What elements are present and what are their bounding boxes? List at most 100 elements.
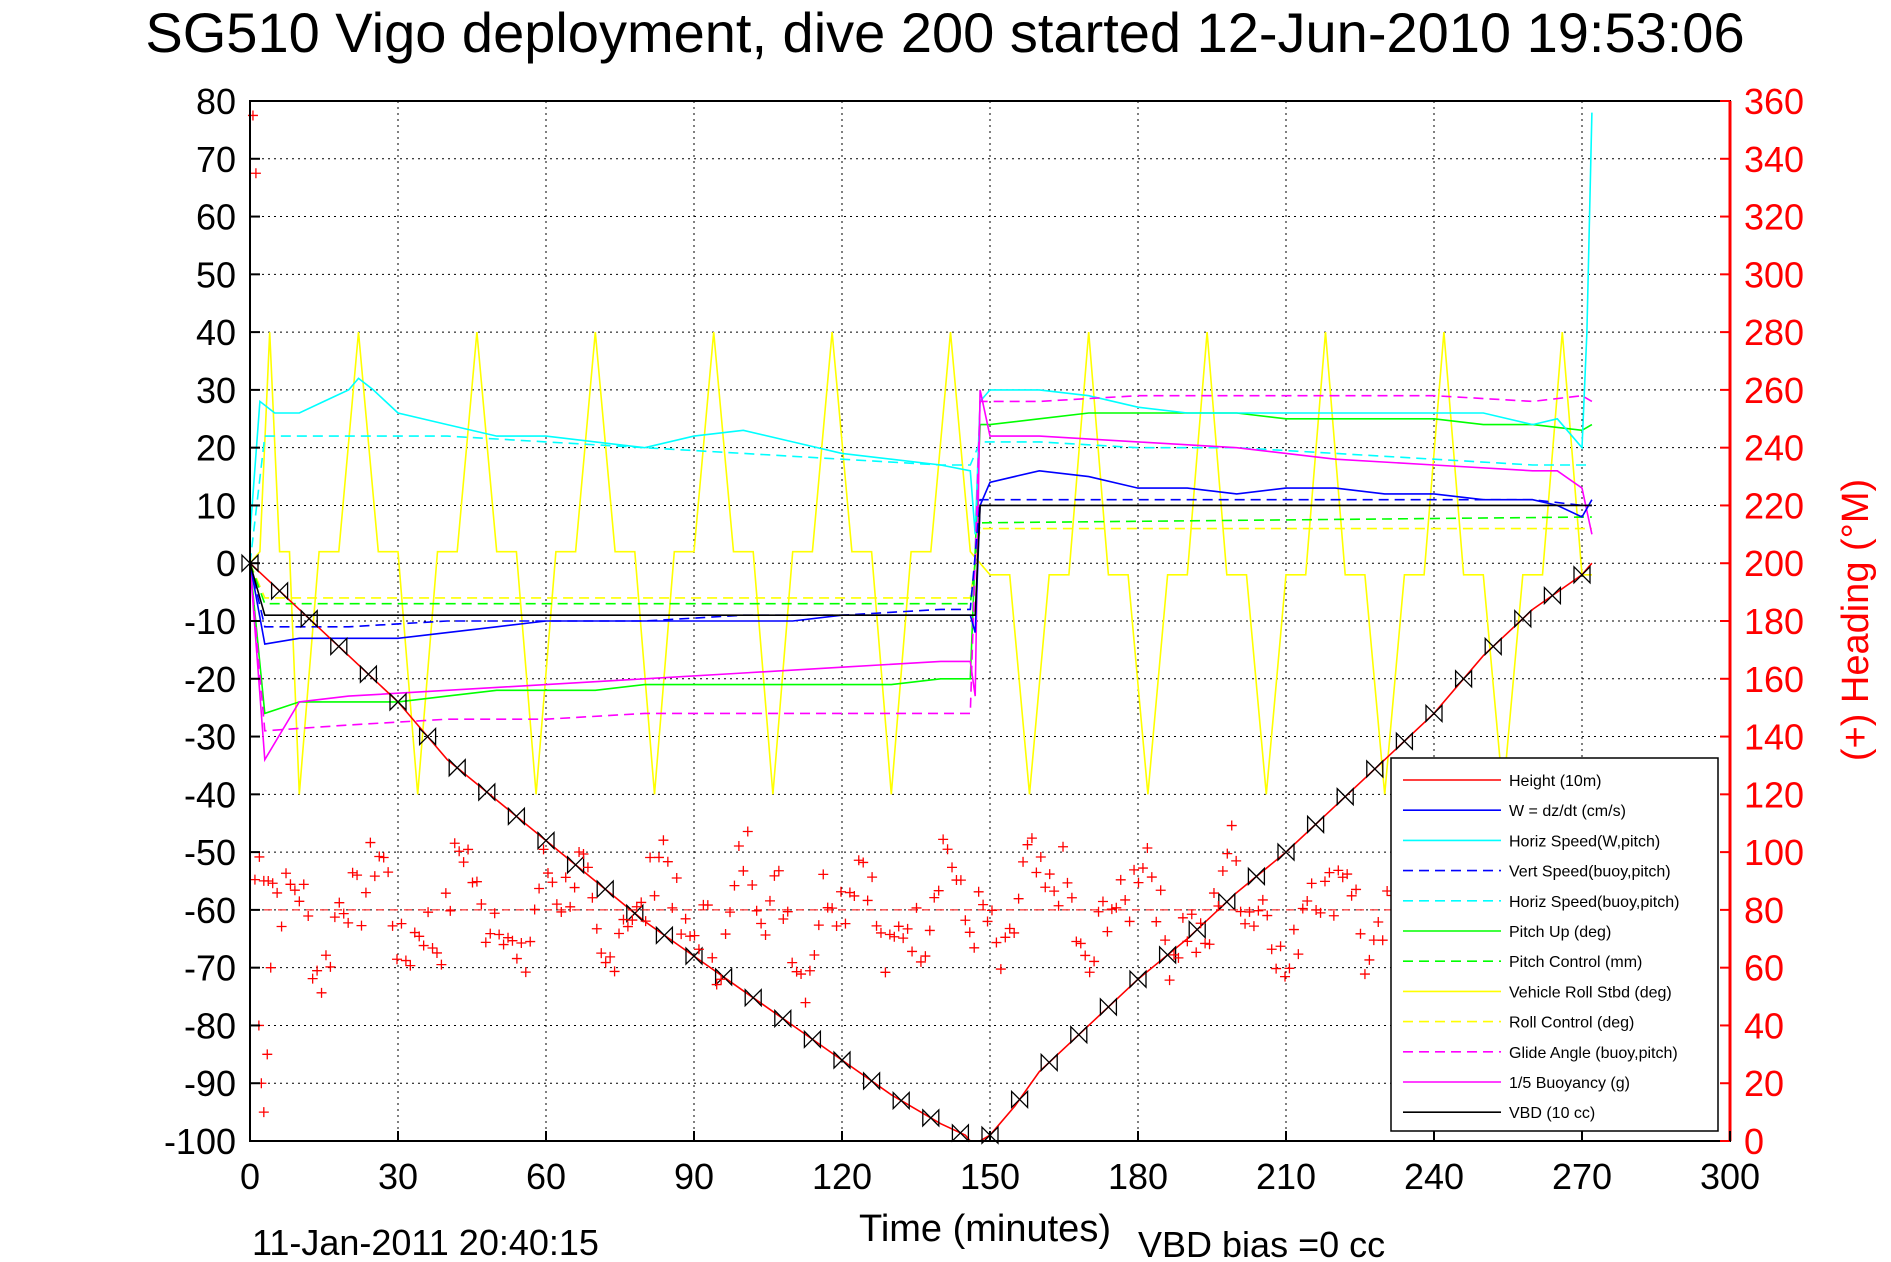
y-right-tick-label: 200	[1744, 543, 1804, 584]
heading-point	[360, 887, 371, 898]
heading-point	[414, 931, 425, 942]
height-marker	[241, 553, 259, 573]
height-marker	[1543, 586, 1562, 606]
heading-point	[436, 959, 447, 970]
heading-point	[729, 880, 740, 891]
height-marker	[1247, 866, 1266, 886]
heading-point	[507, 935, 518, 946]
height-marker	[922, 1108, 940, 1128]
heading-point	[1200, 938, 1211, 949]
heading-point	[1173, 952, 1184, 963]
y-tick-label: -100	[164, 1121, 236, 1162]
heading-point	[1368, 935, 1379, 946]
heading-point	[1293, 949, 1304, 960]
legend-label: Height (10m)	[1509, 773, 1601, 790]
heading-point	[764, 895, 775, 906]
heading-point	[538, 844, 549, 855]
x-tick-label: 300	[1700, 1156, 1760, 1197]
heading-point	[365, 837, 376, 848]
heading-point	[791, 966, 802, 977]
heading-markers	[247, 110, 1397, 1118]
heading-point	[1195, 918, 1206, 929]
heading-point	[1266, 944, 1277, 955]
heading-point	[1248, 921, 1259, 932]
height-marker	[300, 609, 318, 629]
heading-point	[343, 917, 354, 928]
heading-point	[773, 865, 784, 876]
heading-point	[898, 933, 909, 944]
heading-point	[711, 979, 722, 990]
heading-point	[405, 960, 416, 971]
heading-point	[600, 957, 611, 968]
heading-point	[471, 876, 482, 887]
heading-point	[942, 844, 953, 855]
heading-point	[454, 846, 465, 857]
y-right-tick-label: 220	[1744, 485, 1804, 526]
heading-point	[1080, 950, 1091, 961]
height-marker	[803, 1029, 822, 1049]
heading-point	[1240, 918, 1251, 929]
heading-point	[476, 899, 487, 910]
legend-label: Vert Speed(buoy,pitch)	[1509, 864, 1671, 881]
y-tick-label: 10	[196, 485, 236, 526]
heading-point	[1359, 969, 1370, 980]
height-marker	[951, 1123, 970, 1143]
heading-point	[1231, 855, 1242, 866]
height-marker	[1188, 919, 1206, 940]
heading-point	[529, 904, 540, 915]
heading-point	[498, 939, 509, 950]
height-marker	[478, 782, 496, 802]
heading-point	[1177, 912, 1188, 923]
heading-point	[1253, 905, 1264, 916]
legend-label: VBD (10 cc)	[1509, 1105, 1595, 1122]
heading-point	[756, 918, 767, 929]
legend-label: Pitch Up (deg)	[1509, 924, 1611, 941]
y-tick-label: 40	[196, 312, 236, 353]
heading-point	[263, 875, 274, 886]
legend-label: Roll Control (deg)	[1509, 1015, 1634, 1032]
heading-point	[907, 946, 918, 957]
heading-point	[329, 912, 340, 923]
heading-point	[254, 851, 265, 862]
x-tick-label: 60	[526, 1156, 566, 1197]
x-tick-label: 120	[812, 1156, 872, 1197]
heading-point	[423, 907, 434, 918]
y-tick-label: -80	[184, 1005, 236, 1046]
heading-point	[1053, 900, 1064, 911]
heading-point	[272, 887, 283, 898]
y-tick-label: 30	[196, 370, 236, 411]
heading-point	[303, 910, 314, 921]
y-right-tick-label: 260	[1744, 370, 1804, 411]
heading-point	[347, 867, 358, 878]
heading-point	[1040, 882, 1051, 893]
heading-point	[440, 888, 451, 899]
heading-point	[924, 925, 935, 936]
heading-point	[875, 927, 886, 938]
heading-point	[1280, 971, 1291, 982]
y-tick-label: -10	[184, 601, 236, 642]
series-pitch-up-deg	[249, 412, 1593, 715]
heading-point	[1151, 916, 1162, 927]
heading-point	[542, 868, 553, 879]
height-marker	[1484, 636, 1502, 656]
heading-point	[689, 930, 700, 941]
heading-point	[1373, 916, 1384, 927]
heading-point	[1089, 956, 1100, 967]
heading-point	[1106, 904, 1117, 915]
x-tick-label: 150	[960, 1156, 1020, 1197]
heading-point	[1355, 928, 1366, 939]
heading-point	[1120, 894, 1131, 905]
x-tick-label: 180	[1108, 1156, 1168, 1197]
heading-point	[751, 905, 762, 916]
plot-area	[241, 110, 1593, 1145]
heading-point	[1044, 869, 1055, 880]
heading-point	[338, 908, 349, 919]
legend-label: Horiz Speed(W,pitch)	[1509, 833, 1660, 850]
heading-point	[1093, 906, 1104, 917]
height-marker	[1573, 565, 1591, 585]
heading-point	[725, 907, 736, 918]
heading-point	[307, 973, 318, 984]
legend-label: 1/5 Buoyancy (g)	[1509, 1075, 1630, 1092]
height-marker	[1366, 759, 1384, 779]
heading-point	[760, 930, 771, 941]
